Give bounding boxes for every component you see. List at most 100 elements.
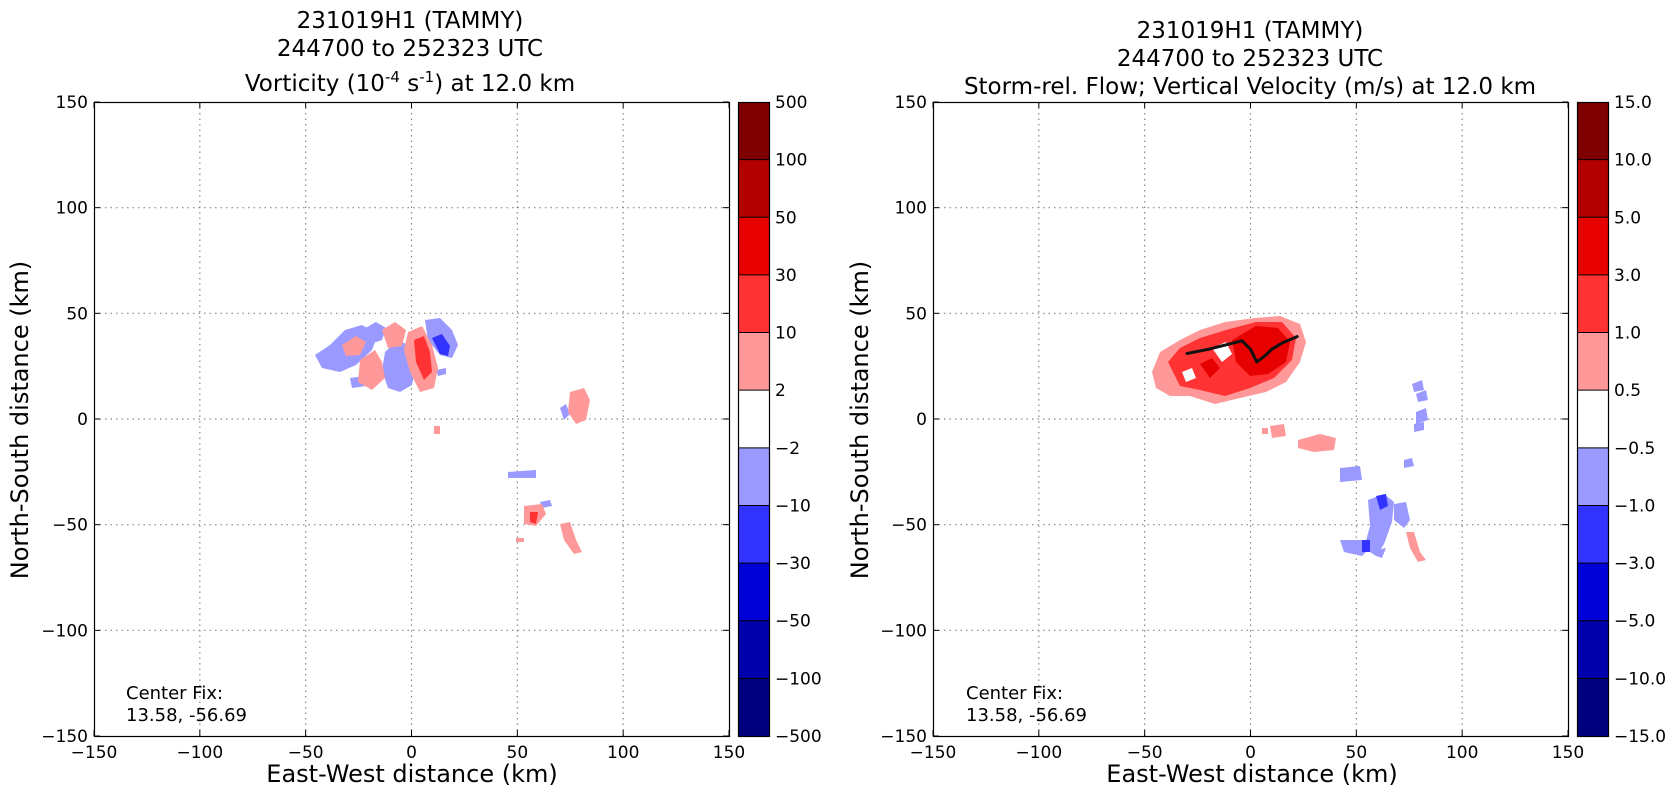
vort-colorbar-label: −500 [775,727,822,747]
vv-y-tick-label: 0 [916,410,927,430]
vort-pos-region [414,336,432,380]
vv-center-fix-label: Center Fix: [966,683,1063,704]
vv-neg-region [1412,380,1424,392]
vv-x-tick-label: 100 [1446,743,1478,763]
vort-center-fix-label: Center Fix: [126,683,223,704]
vort-y-tick-label: −150 [41,727,88,747]
vv-colorbar-label: 0.5 [1614,381,1641,401]
vort-x-axis-label: East-West distance (km) [266,760,557,788]
vort-colorbar-swatch [738,159,769,218]
vort-colorbar-label: 100 [775,151,807,171]
vv-title-line-1: 231019H1 (TAMMY) [1137,18,1364,44]
vv-y-tick-label: −50 [891,516,927,536]
vort-y-tick-label: 50 [66,304,88,324]
vv-y-axis-label: North-South distance (km) [846,261,874,580]
vort-y-tick-label: 150 [56,93,88,113]
vv-pos-region [1200,358,1220,378]
vort-neg-region [560,404,570,420]
vort-colorbar-swatch [738,505,769,564]
vort-colorbar-label: 30 [775,266,797,286]
vort-neg-region [362,322,386,344]
vort-y-tick-label: 0 [77,410,88,430]
vort-colorbar-frame [737,101,771,738]
vv-colorbar-label: −10.0 [1614,669,1666,689]
vv-neg-region [1340,540,1368,556]
vertical-velocity-panel: 231019H1 (TAMMY) 244700 to 252323 UTC St… [846,18,1666,788]
vv-colorbar-swatch [1577,102,1608,160]
vort-y-tick-label: −50 [52,516,88,536]
vv-y-tick-label: −100 [880,621,927,641]
vv-colorbar-swatch [1577,332,1608,391]
vort-colorbar-label: 500 [775,93,807,113]
vort-neg-region [540,500,552,508]
vort-colorbar-swatch [738,563,769,621]
vv-pos-region [1232,326,1290,376]
vv-x-tick-label: −100 [1015,743,1062,763]
vv-colorbar-swatch [1577,505,1608,564]
vort-title-line-2: 244700 to 252323 UTC [277,36,543,62]
vv-pos-region [1298,434,1336,452]
vort-x-tick-label: 150 [713,743,745,763]
vv-colorbar-label: 5.0 [1614,208,1641,228]
vort-pos-region [568,388,590,424]
vv-colorbar-swatch [1577,159,1608,218]
vort-neg-region [432,334,450,356]
vv-x-tick-label: −150 [910,743,957,763]
vv-neg-region [1376,548,1386,558]
vort-title-line-1: 231019H1 (TAMMY) [297,8,524,34]
vv-neg-region [1416,390,1428,402]
vv-neg-region [1376,494,1388,510]
vort-colorbar-swatch [738,390,769,448]
vv-colorbar-label: 1.0 [1614,324,1641,344]
vort-colorbar-label: −10 [775,496,811,516]
vv-colorbar-label: 10.0 [1614,151,1652,171]
vv-colorbar-swatch [1577,217,1608,275]
vorticity-panel: 231019H1 (TAMMY) 244700 to 252323 UTC Vo… [6,8,822,788]
vv-colorbar-label: −5.0 [1614,612,1655,632]
vort-colorbar-label: 10 [775,324,797,344]
vort-neg-region [436,368,446,376]
vv-colorbar-swatch [1577,274,1608,333]
vort-y-tick-label: 100 [56,199,88,219]
vv-x-tick-label: 50 [1346,743,1368,763]
vv-colorbar-swatch [1577,678,1608,736]
vort-colorbar-swatch [738,678,769,736]
vv-x-tick-label: 0 [1245,743,1256,763]
vv-y-tick-label: 150 [895,93,927,113]
vv-pos-region [1182,368,1196,382]
vv-center-fix-value: 13.58, -56.69 [966,705,1087,726]
vort-gridlines [94,102,729,736]
vort-pos-region [358,350,385,390]
vv-colorbar-swatch [1577,390,1608,448]
vv-colorbar-label: 15.0 [1614,93,1652,113]
vv-colorbar-swatch [1577,447,1608,506]
vv-colorbar: −15.0 −10.0 −5.0 −3.0 −1.0 −0.5 0.5 1.0 3.0 5.0 10… [1576,93,1666,747]
vv-ticks: −150 −100 −50 0 50 100 150 −150 −100 −50 0 50 100 150 [880,93,1584,763]
vv-field [1152,316,1428,562]
vort-center-fix-value: 13.58, -56.69 [126,705,247,726]
vort-colorbar-swatch [738,620,769,679]
vv-colorbar-label: 3.0 [1614,266,1641,286]
vv-neg-region [1340,466,1362,482]
vort-colorbar-label: −30 [775,554,811,574]
vort-x-tick-label: −100 [176,743,223,763]
vv-colorbar-swatch [1577,620,1608,679]
vv-y-tick-label: 50 [905,304,927,324]
vv-pos-region [1262,428,1268,434]
vv-neg-region [1394,502,1410,528]
vv-colorbar-frame [1576,101,1610,738]
vort-pos-region [342,336,366,356]
vv-colorbar-label: −3.0 [1614,554,1655,574]
vv-neg-region [1416,408,1428,424]
vort-x-tick-label: −150 [71,743,118,763]
vort-x-tick-label: 100 [607,743,639,763]
vv-colorbar-swatch [1577,563,1608,621]
vort-y-tick-label: −100 [41,621,88,641]
vort-pos-region [382,322,406,348]
vv-x-tick-label: 150 [1552,743,1584,763]
vv-y-tick-label: 100 [895,199,927,219]
vv-neg-region [1362,540,1370,552]
vort-x-tick-label: 50 [507,743,529,763]
vort-colorbar-swatch [738,217,769,275]
